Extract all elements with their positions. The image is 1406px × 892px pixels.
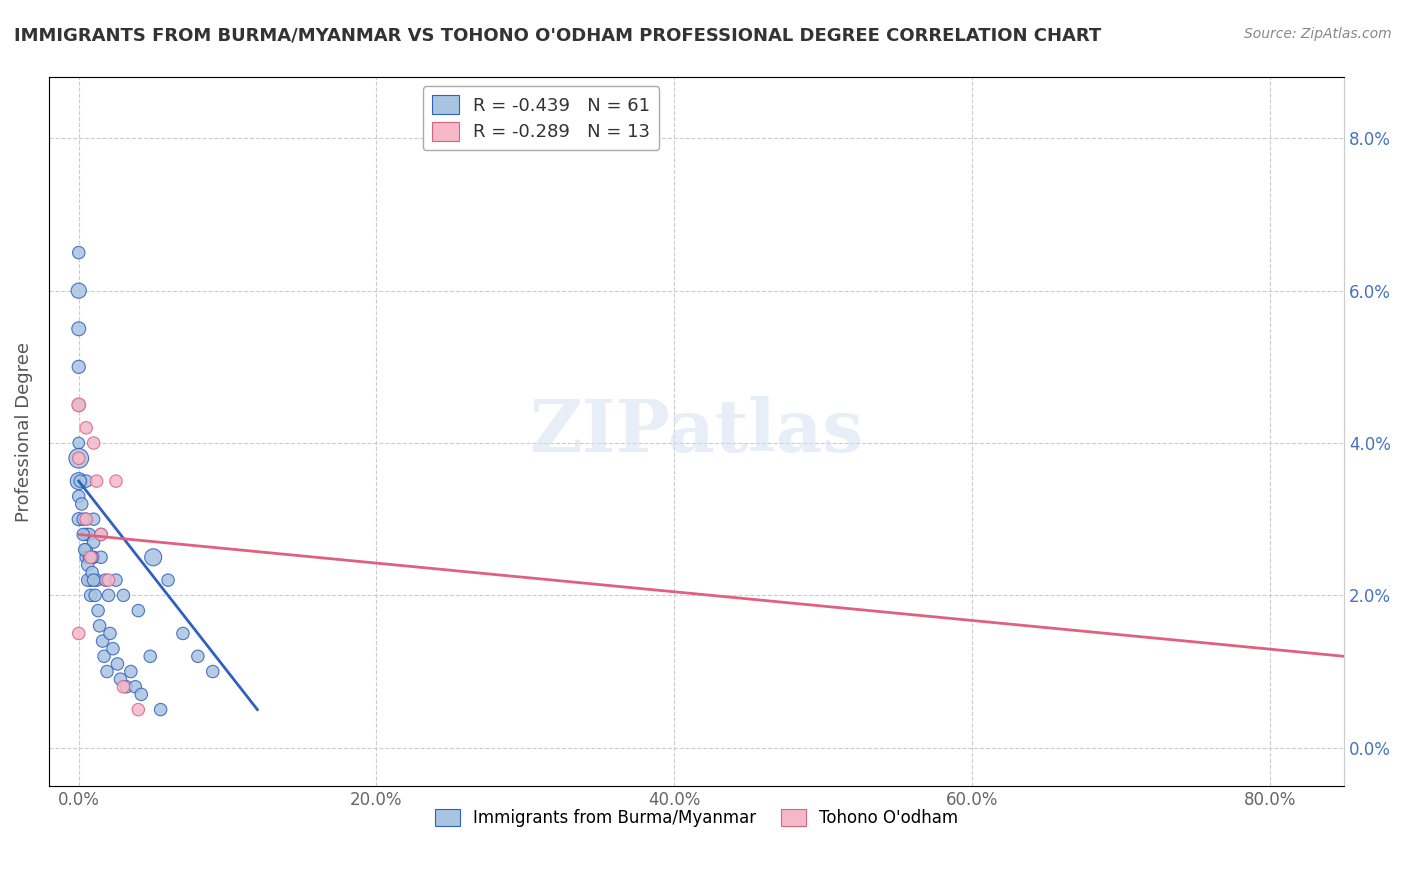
Point — [67, 489, 90, 503]
Point — [76, 558, 98, 572]
Point — [101, 641, 124, 656]
Point — [157, 573, 180, 587]
Text: ZIPatlas: ZIPatlas — [530, 396, 863, 467]
Point — [112, 588, 135, 602]
Point — [96, 665, 118, 679]
Point — [124, 680, 146, 694]
Point — [67, 245, 90, 260]
Point — [120, 665, 142, 679]
Point — [93, 649, 115, 664]
Point — [83, 535, 105, 549]
Point — [72, 512, 94, 526]
Legend: Immigrants from Burma/Myanmar, Tohono O'odham: Immigrants from Burma/Myanmar, Tohono O'… — [427, 803, 965, 834]
Point — [75, 550, 97, 565]
Point — [75, 527, 97, 541]
Point — [142, 550, 165, 565]
Point — [67, 398, 90, 412]
Point — [67, 512, 90, 526]
Point — [67, 626, 90, 640]
Point — [127, 703, 149, 717]
Point — [79, 573, 101, 587]
Point — [115, 680, 138, 694]
Point — [110, 672, 132, 686]
Point — [94, 573, 117, 587]
Point — [70, 497, 93, 511]
Point — [67, 398, 90, 412]
Point — [201, 665, 224, 679]
Point — [89, 619, 111, 633]
Point — [97, 573, 120, 587]
Point — [75, 474, 97, 488]
Point — [104, 474, 127, 488]
Point — [75, 512, 97, 526]
Point — [86, 573, 108, 587]
Point — [90, 527, 112, 541]
Point — [83, 550, 105, 565]
Point — [86, 474, 108, 488]
Point — [112, 680, 135, 694]
Point — [104, 573, 127, 587]
Text: IMMIGRANTS FROM BURMA/MYANMAR VS TOHONO O'ODHAM PROFESSIONAL DEGREE CORRELATION : IMMIGRANTS FROM BURMA/MYANMAR VS TOHONO … — [14, 27, 1101, 45]
Point — [75, 542, 97, 557]
Point — [97, 588, 120, 602]
Point — [149, 703, 172, 717]
Point — [67, 451, 90, 466]
Point — [67, 284, 90, 298]
Point — [75, 421, 97, 435]
Point — [82, 550, 104, 565]
Point — [77, 550, 100, 565]
Point — [73, 542, 96, 557]
Point — [67, 474, 90, 488]
Point — [187, 649, 209, 664]
Point — [69, 474, 91, 488]
Point — [77, 527, 100, 541]
Text: Source: ZipAtlas.com: Source: ZipAtlas.com — [1244, 27, 1392, 41]
Point — [83, 512, 105, 526]
Point — [76, 573, 98, 587]
Point — [87, 604, 110, 618]
Point — [67, 451, 90, 466]
Point — [75, 512, 97, 526]
Point — [129, 687, 152, 701]
Point — [67, 359, 90, 374]
Point — [172, 626, 194, 640]
Point — [82, 566, 104, 580]
Point — [107, 657, 129, 671]
Point — [91, 634, 114, 648]
Point — [90, 550, 112, 565]
Point — [84, 588, 107, 602]
Point — [90, 527, 112, 541]
Point — [79, 588, 101, 602]
Point — [72, 527, 94, 541]
Point — [127, 604, 149, 618]
Y-axis label: Professional Degree: Professional Degree — [15, 342, 32, 522]
Point — [139, 649, 162, 664]
Point — [98, 626, 121, 640]
Point — [83, 573, 105, 587]
Point — [79, 550, 101, 565]
Point — [67, 322, 90, 336]
Point — [67, 436, 90, 450]
Point — [83, 436, 105, 450]
